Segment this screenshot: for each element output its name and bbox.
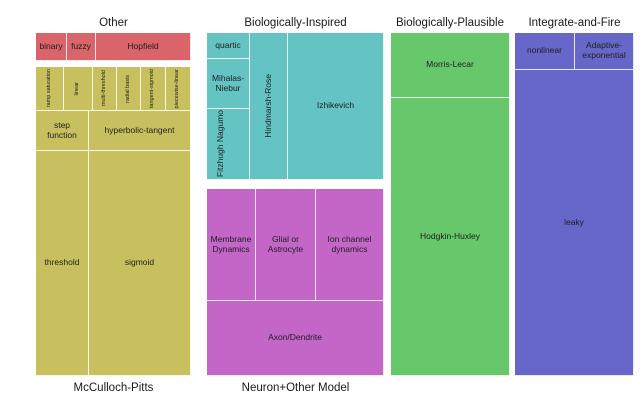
cell-hopfield: Hopfield <box>96 33 191 61</box>
cell-linear: linear <box>64 67 93 111</box>
cell-sigmoid: sigmoid <box>89 151 191 376</box>
cell-threshold: threshold <box>36 151 89 376</box>
cell-glial-astrocyte: Glial or Astrocyte <box>256 189 316 301</box>
cell-piecewise-linear-label: piecewise-linear <box>174 68 181 109</box>
cell-linear-label: linear <box>74 81 81 96</box>
cell-nonlinear: nonlinear <box>515 33 575 70</box>
header-mcculloch-pitts: McCulloch-Pitts <box>73 382 154 394</box>
cell-hindmarsh-rose: Hindmarsh-Rose <box>250 33 288 180</box>
cell-radial-basis: radial basis <box>117 67 141 111</box>
cell-izhikevich: Izhikevich <box>288 33 384 180</box>
cell-fitzhugh-nagumo-label: Fitzhugh Nagumo <box>215 110 225 178</box>
cell-morris-lecar: Morris-Lecar <box>391 33 510 98</box>
cell-tangent-sigmoid-label: tangent-sigmoid <box>149 68 156 109</box>
cell-fuzzy: fuzzy <box>67 33 96 61</box>
cell-hyperbolic-tangent: hyperbolic-tangent <box>89 111 191 151</box>
cell-piecewise-linear: piecewise-linear <box>166 67 191 111</box>
cell-adaptive-exponential: Adaptive-exponential <box>575 33 634 70</box>
cell-membrane-dynamics: Membrane Dynamics <box>207 189 256 301</box>
cell-hindmarsh-rose-label: Hindmarsh-Rose <box>262 74 273 138</box>
cell-fitzhugh-nagumo: Fitzhugh Nagumo <box>207 109 250 180</box>
cell-hodgkin-huxley: Hodgkin-Huxley <box>391 98 510 376</box>
header-neuron-other: Neuron+Other Model <box>241 382 350 394</box>
cell-leaky: leaky <box>515 70 634 376</box>
cell-mihalas-niebur: Mihalas-Niebur <box>207 59 250 109</box>
cell-quartic: quartic <box>207 33 250 59</box>
cell-ramp-saturation: ramp saturation <box>36 67 64 111</box>
header-integrate-fire: Integrate-and-Fire <box>528 17 621 29</box>
header-bio-plausible: Biologically-Plausible <box>395 17 505 29</box>
header-bio-inspired: Biologically-Inspired <box>244 17 347 29</box>
cell-ion-channel: Ion channel dynamics <box>316 189 384 301</box>
cell-multi-threshold-label: multi-threshold <box>100 70 107 107</box>
cell-tangent-sigmoid: tangent-sigmoid <box>141 67 166 111</box>
cell-multi-threshold: multi-threshold <box>93 67 117 111</box>
cell-axon-dendrite: Axon/Dendrite <box>207 301 384 376</box>
cell-step-function: step function <box>36 111 89 151</box>
cell-radial-basis-label: radial basis <box>124 74 131 103</box>
cell-ramp-saturation-label: ramp saturation <box>45 69 52 108</box>
header-other: Other <box>99 17 128 29</box>
cell-binary: binary <box>36 33 67 61</box>
